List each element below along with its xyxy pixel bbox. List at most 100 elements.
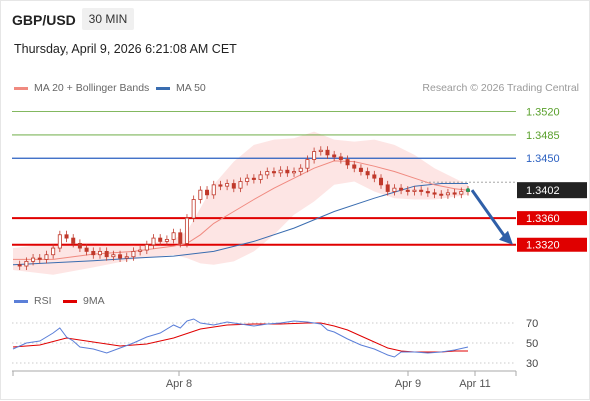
candle-body [218,184,223,187]
candle-body [425,191,430,194]
x-tick-apr-11: Apr 11 [459,378,491,390]
candle-body [258,174,263,180]
timestamp: Thursday, April 9, 2026 6:21:08 AM CET [14,42,237,56]
candle-body [251,177,256,180]
rsi-tick-70: 70 [526,318,538,330]
candle-body [91,250,96,256]
candle-body [292,171,297,174]
candle-body [104,250,109,258]
candle-body [278,169,283,174]
rsi-tick-50: 50 [526,338,538,350]
level-label-1.3485: 1.3485 [526,130,560,142]
candle-body [298,167,303,172]
candle-body [178,232,183,244]
candle-body [318,149,323,152]
candle-body [432,192,437,195]
candle-body [144,244,149,251]
candle-body [445,192,450,196]
forecast-arrow [470,189,507,238]
legend-ma9-label: 9MA [83,295,105,307]
candle-body [205,189,210,196]
level-label-1.3520: 1.3520 [526,107,560,119]
last-price-dot [466,188,470,193]
candle-body [345,159,350,166]
candle-body [164,239,169,242]
candle-body [211,184,216,196]
candle-body [285,169,290,174]
rsi-ma9-line [12,322,468,353]
candle-body [97,250,102,256]
candle-body [412,189,417,192]
legend-ma20-label: MA 20 + Bollinger Bands [34,82,150,94]
candle-body [338,156,343,160]
candle-body [365,171,370,176]
candle-body [118,254,123,259]
candle-body [138,249,143,252]
candle-body [44,254,49,260]
last-price-tag [517,182,587,199]
candle-body [379,177,384,186]
candle-body [51,247,56,256]
bollinger-band [13,131,468,275]
candle-body [131,250,136,258]
legend-ma50: MA 50 [156,82,206,94]
candle-body [24,260,29,267]
legend-ma9: 9MA [63,295,105,307]
candle-body [392,187,397,192]
forecast-arrowhead [499,230,513,245]
candle-body [265,171,270,176]
candle-body [271,171,276,174]
candle-body [225,183,230,187]
candle-body [37,257,42,260]
pair-title: GBP/USD [12,12,76,28]
candle-body [184,217,189,244]
legend-rsi-label: RSI [34,295,52,307]
x-tick-apr-8: Apr 8 [166,378,192,390]
timeframe-badge[interactable]: 30 MIN [82,8,134,30]
rsi-swatch [14,299,28,303]
candle-body [111,254,116,258]
candle-body [171,232,176,240]
candle-body [352,164,357,169]
legend-ma50-label: MA 50 [176,82,206,94]
candle-body [238,181,243,189]
candle-body [419,189,424,192]
candle-body [459,191,464,195]
candle-body [77,243,82,249]
candle-body [31,257,36,262]
candle-body [191,199,196,219]
candle-body [372,174,377,179]
candle-body [198,189,203,200]
legend-rsi: RSI [14,295,52,307]
candle-body [231,183,236,189]
candle-body [399,187,404,191]
candle-body [405,189,410,192]
candle-body [84,247,89,252]
candle-body [358,167,363,172]
candle-body [57,234,62,249]
candle-body [452,192,457,195]
candle-body [332,154,337,158]
candle-body [312,151,317,160]
ma9-swatch [63,299,77,303]
research-credit: Research © 2026 Trading Central [422,82,579,94]
level-label-1.3320: 1.3320 [526,240,560,252]
x-tick-apr-9: Apr 9 [395,378,421,390]
candle-body [158,237,163,242]
rsi-line [12,318,469,358]
candle-body [124,256,129,259]
candle-body [439,193,444,196]
candle-body [385,184,390,192]
candle-body [245,177,250,182]
ma50-swatch [156,86,170,90]
level-label-1.3450: 1.3450 [526,153,560,165]
ma20-swatch [14,86,28,90]
candle-body [17,264,22,267]
candle-body [325,149,330,156]
candle-body [305,159,310,169]
level-label-1.3360: 1.3360 [526,213,560,225]
level-tag-1.3360 [517,211,587,226]
candle-body [71,237,76,244]
